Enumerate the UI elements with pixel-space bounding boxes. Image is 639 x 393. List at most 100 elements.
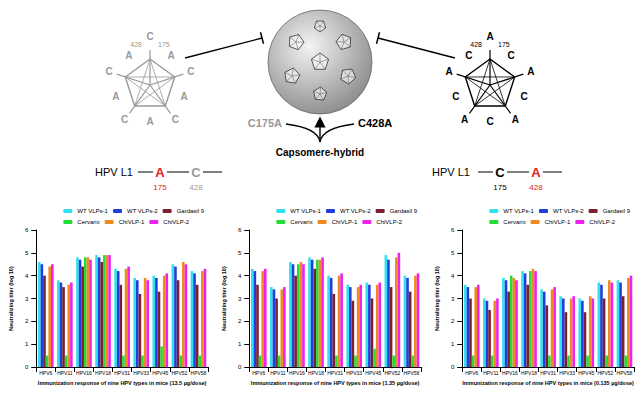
svg-text:ChiVLP-1: ChiVLP-1 [119, 219, 145, 225]
svg-text:HPV11: HPV11 [57, 370, 73, 376]
svg-text:Gardasil 9: Gardasil 9 [177, 208, 205, 214]
svg-text:C: C [187, 66, 194, 77]
svg-text:Cervarix: Cervarix [290, 219, 312, 225]
svg-text:HPV11: HPV11 [483, 370, 499, 376]
svg-text:HPV18: HPV18 [95, 370, 111, 376]
svg-text:HPV45: HPV45 [152, 370, 168, 376]
svg-text:HPV33: HPV33 [133, 370, 149, 376]
svg-text:4: 4 [25, 273, 29, 279]
svg-text:ChiVLP-2: ChiVLP-2 [376, 219, 402, 225]
svg-text:C: C [521, 91, 528, 102]
svg-text:C: C [191, 165, 201, 180]
svg-text:A: A [512, 114, 519, 125]
svg-text:0: 0 [238, 364, 242, 370]
svg-text:Neutralizing titer (log 10): Neutralizing titer (log 10) [8, 266, 14, 331]
svg-text:C: C [105, 66, 112, 77]
svg-text:C: C [146, 31, 153, 42]
svg-text:1: 1 [451, 341, 455, 347]
svg-text:C175A: C175A [248, 117, 282, 129]
svg-text:A: A [461, 114, 468, 125]
svg-text:6: 6 [25, 227, 29, 233]
svg-text:3: 3 [451, 296, 455, 302]
svg-text:C: C [486, 116, 493, 127]
svg-text:A: A [531, 165, 541, 180]
svg-text:2: 2 [25, 318, 29, 324]
svg-text:A: A [168, 50, 175, 61]
svg-text:WT VLPs-2: WT VLPs-2 [340, 208, 371, 214]
svg-text:428: 428 [189, 183, 203, 192]
svg-text:6: 6 [451, 227, 455, 233]
svg-text:HPV18: HPV18 [308, 370, 324, 376]
svg-text:428: 428 [470, 41, 482, 48]
svg-text:ChiVLP-1: ChiVLP-1 [332, 219, 358, 225]
svg-text:1: 1 [25, 341, 29, 347]
svg-text:A: A [155, 165, 165, 180]
svg-text:4: 4 [451, 273, 455, 279]
svg-text:HPV31: HPV31 [114, 370, 130, 376]
svg-text:2: 2 [451, 318, 455, 324]
svg-text:HPV16: HPV16 [502, 370, 518, 376]
svg-text:5: 5 [238, 250, 242, 256]
svg-text:428: 428 [130, 41, 142, 48]
svg-text:WT VLPs-1: WT VLPs-1 [503, 208, 534, 214]
svg-text:4: 4 [238, 273, 242, 279]
svg-text:C: C [495, 165, 505, 180]
svg-text:Neutralizing titer (log 10): Neutralizing titer (log 10) [434, 266, 440, 331]
svg-text:WT VLPs-1: WT VLPs-1 [77, 208, 108, 214]
svg-text:HPV18: HPV18 [521, 370, 537, 376]
svg-text:HPV6: HPV6 [39, 370, 52, 376]
svg-text:A: A [125, 50, 132, 61]
svg-text:0: 0 [451, 364, 455, 370]
svg-text:3: 3 [25, 296, 29, 302]
svg-text:0: 0 [25, 364, 29, 370]
svg-text:HPV6: HPV6 [465, 370, 478, 376]
svg-text:ChiVLP-1: ChiVLP-1 [545, 219, 571, 225]
svg-text:HPV52: HPV52 [597, 370, 613, 376]
svg-text:C: C [465, 50, 472, 61]
svg-text:6: 6 [238, 227, 242, 233]
svg-text:HPV16: HPV16 [76, 370, 92, 376]
svg-text:Immunization response of nine: Immunization response of nine HPV types … [251, 380, 420, 386]
svg-text:Immunization response of nine: Immunization response of nine HPV types … [38, 380, 207, 386]
svg-text:3: 3 [238, 296, 242, 302]
svg-text:HPV45: HPV45 [365, 370, 381, 376]
svg-text:175: 175 [493, 183, 507, 192]
svg-text:Gardasil 9: Gardasil 9 [603, 208, 631, 214]
svg-text:1: 1 [238, 341, 242, 347]
svg-text:HPV52: HPV52 [171, 370, 187, 376]
svg-text:5: 5 [451, 250, 455, 256]
svg-text:HPV L1: HPV L1 [95, 166, 133, 178]
svg-text:ChiVLP-2: ChiVLP-2 [589, 219, 615, 225]
svg-text:A: A [146, 116, 153, 127]
svg-text:A: A [486, 31, 493, 42]
svg-text:Capsomere-hybrid: Capsomere-hybrid [276, 147, 364, 158]
svg-text:A: A [527, 66, 534, 77]
svg-text:HPV6: HPV6 [252, 370, 265, 376]
svg-text:Cervarix: Cervarix [77, 219, 99, 225]
svg-text:A: A [181, 91, 188, 102]
svg-text:Gardasil 9: Gardasil 9 [390, 208, 418, 214]
svg-text:HPV33: HPV33 [559, 370, 575, 376]
svg-text:HPV16: HPV16 [289, 370, 305, 376]
svg-text:Cervarix: Cervarix [503, 219, 525, 225]
svg-text:ChiVLP-2: ChiVLP-2 [163, 219, 189, 225]
svg-text:Neutralizing titer (log 10): Neutralizing titer (log 10) [221, 266, 227, 331]
svg-text:HPV58: HPV58 [617, 370, 633, 376]
svg-text:HPV52: HPV52 [384, 370, 400, 376]
svg-text:HPV31: HPV31 [327, 370, 343, 376]
svg-text:HPV31: HPV31 [540, 370, 556, 376]
svg-text:WT VLPs-2: WT VLPs-2 [553, 208, 584, 214]
svg-text:428: 428 [529, 183, 543, 192]
svg-text:Immunization response of nine: Immunization response of nine HPV types … [462, 380, 634, 386]
svg-text:175: 175 [153, 183, 167, 192]
svg-text:HPV45: HPV45 [578, 370, 594, 376]
svg-text:5: 5 [25, 250, 29, 256]
svg-text:C: C [508, 50, 515, 61]
svg-text:WT VLPs-1: WT VLPs-1 [290, 208, 321, 214]
svg-text:HPV33: HPV33 [346, 370, 362, 376]
svg-text:A: A [445, 66, 452, 77]
svg-text:C: C [172, 114, 179, 125]
svg-text:2: 2 [238, 318, 242, 324]
svg-text:HPV11: HPV11 [270, 370, 286, 376]
svg-text:C: C [452, 91, 459, 102]
